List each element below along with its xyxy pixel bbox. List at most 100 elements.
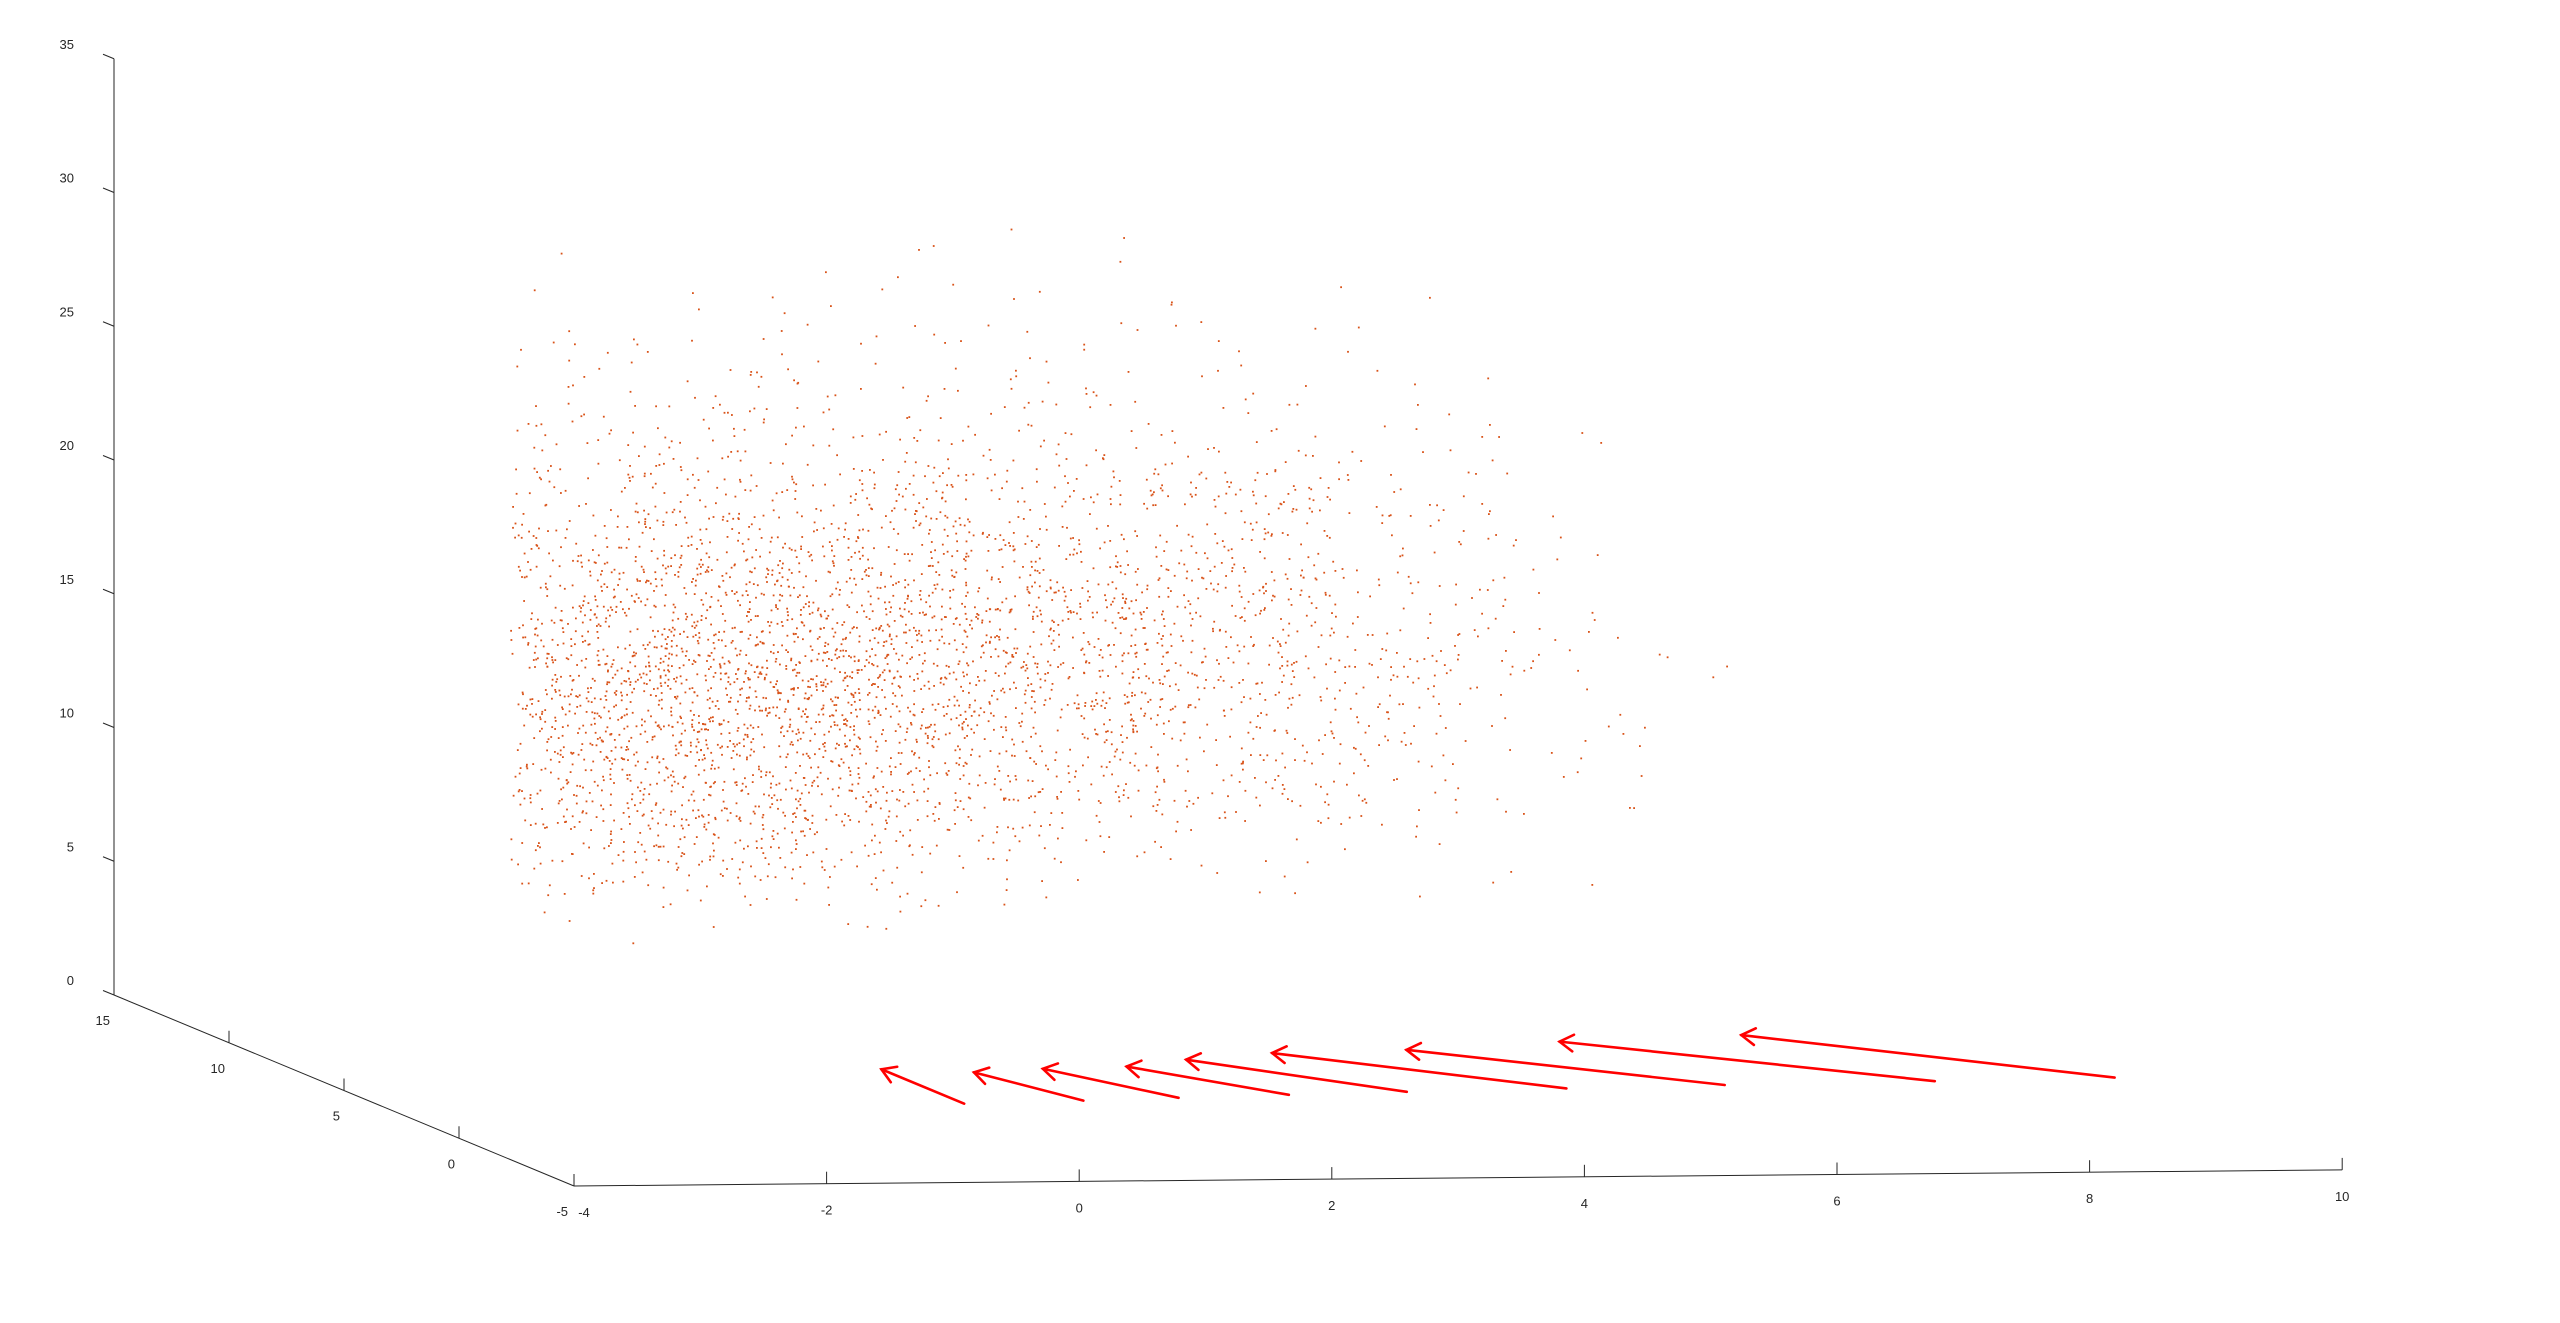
- cloud-point: [1069, 553, 1071, 556]
- cloud-point: [691, 701, 694, 704]
- cloud-point: [775, 714, 777, 717]
- cloud-point: [722, 515, 725, 518]
- cloud-point: [944, 676, 946, 679]
- cloud-point: [908, 629, 911, 632]
- cloud-point: [587, 477, 589, 480]
- cloud-point: [668, 670, 671, 673]
- cloud-point: [770, 609, 773, 612]
- cloud-point: [983, 679, 986, 682]
- cloud-point: [686, 615, 689, 618]
- cloud-point: [544, 504, 547, 507]
- cloud-point: [539, 730, 541, 733]
- cloud-point: [1013, 548, 1016, 551]
- cloud-point: [868, 692, 871, 694]
- cloud-point: [665, 823, 668, 826]
- cloud-point: [599, 751, 602, 753]
- cloud-point: [680, 855, 683, 858]
- cloud-point: [963, 737, 966, 739]
- cloud-point: [1262, 585, 1265, 588]
- cloud-point: [1252, 490, 1254, 493]
- cloud-point: [1464, 740, 1467, 742]
- cloud-point: [727, 681, 730, 683]
- cloud-point: [810, 694, 813, 697]
- cloud-point: [778, 782, 781, 785]
- cloud-point: [603, 562, 606, 565]
- cloud-point: [1363, 759, 1366, 762]
- cloud-point: [641, 814, 644, 817]
- cloud-point: [701, 860, 703, 863]
- cloud-point: [781, 491, 784, 493]
- cloud-point: [1029, 357, 1031, 360]
- cloud-point: [626, 777, 629, 780]
- cloud-point: [1026, 535, 1029, 538]
- cloud-point: [806, 854, 808, 856]
- cloud-point: [1457, 654, 1460, 656]
- cloud-point: [1057, 624, 1060, 626]
- cloud-point: [779, 698, 781, 701]
- cloud-point: [1131, 695, 1133, 697]
- cloud-point: [601, 590, 603, 592]
- cloud-point: [753, 750, 755, 753]
- cloud-point: [1378, 744, 1380, 746]
- cloud-point: [867, 529, 870, 532]
- cloud-point: [1027, 423, 1030, 426]
- cloud-point: [1409, 582, 1412, 585]
- cloud-point: [747, 620, 750, 623]
- cloud-point: [618, 546, 620, 549]
- cloud-point: [664, 638, 667, 641]
- cloud-point: [1270, 430, 1273, 432]
- cloud-point: [636, 580, 639, 582]
- cloud-point: [845, 724, 848, 727]
- cloud-point: [1358, 794, 1360, 797]
- cloud-point: [1402, 703, 1404, 705]
- cloud-point: [1166, 670, 1168, 672]
- cloud-point: [1263, 538, 1266, 541]
- cloud-point: [836, 454, 838, 457]
- cloud-point: [643, 850, 646, 853]
- cloud-point: [576, 784, 579, 787]
- cloud-point: [911, 646, 913, 648]
- z-tick-label: 0: [67, 973, 74, 988]
- cloud-point: [707, 689, 710, 692]
- cloud-point: [987, 324, 990, 327]
- cloud-point: [1016, 647, 1019, 650]
- cloud-point: [763, 418, 765, 421]
- cloud-point: [629, 630, 632, 633]
- cloud-point: [1008, 542, 1010, 544]
- cloud-point: [837, 696, 839, 699]
- cloud-point: [628, 644, 631, 647]
- cloud-point: [556, 644, 559, 646]
- cloud-point: [546, 657, 549, 660]
- cloud-point: [1498, 436, 1500, 438]
- cloud-point: [727, 676, 730, 679]
- cloud-point: [910, 770, 912, 773]
- cloud-point: [1538, 653, 1540, 656]
- cloud-point: [731, 590, 733, 592]
- cloud-point: [738, 512, 740, 515]
- cloud-point: [546, 665, 549, 668]
- cloud-point: [546, 826, 548, 829]
- cloud-point: [589, 574, 592, 577]
- cloud-point: [853, 729, 855, 731]
- cloud-point: [570, 645, 573, 647]
- camera-arrow-shaft: [1405, 1048, 1727, 1087]
- cloud-point: [692, 809, 694, 812]
- cloud-point: [677, 846, 680, 848]
- cloud-point: [1218, 662, 1220, 665]
- cloud-point: [1069, 748, 1071, 751]
- cloud-point: [696, 620, 699, 623]
- cloud-point: [601, 740, 604, 743]
- cloud-point: [1328, 594, 1331, 597]
- cloud-point: [1323, 530, 1326, 532]
- cloud-point: [546, 595, 549, 597]
- cloud-point: [912, 493, 915, 496]
- cloud-point: [1392, 674, 1395, 677]
- cloud-point: [873, 637, 876, 640]
- cloud-point: [603, 847, 606, 850]
- cloud-point: [589, 609, 592, 611]
- cloud-point: [855, 797, 857, 800]
- cloud-point: [771, 573, 774, 576]
- cloud-point: [934, 730, 937, 733]
- cloud-point: [1346, 474, 1349, 476]
- cloud-point: [757, 615, 759, 617]
